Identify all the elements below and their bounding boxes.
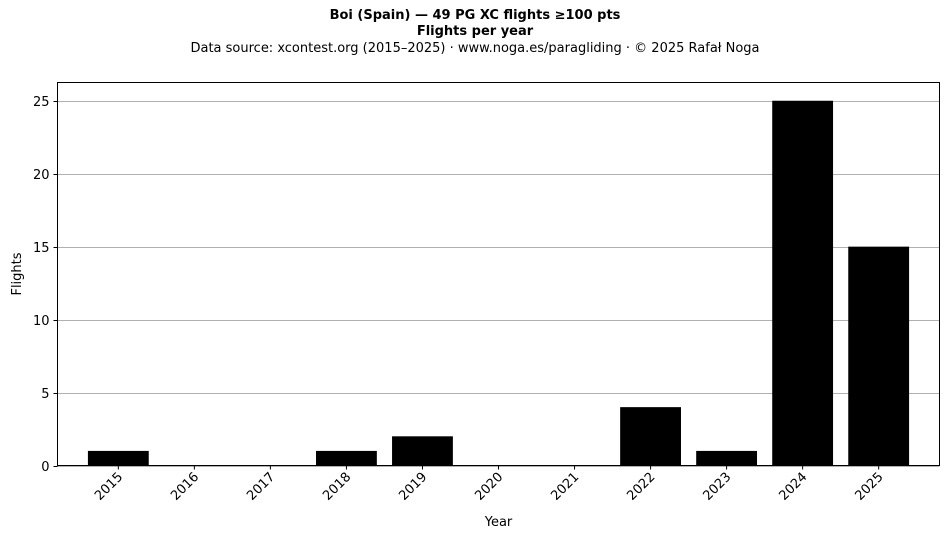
y-tick-label: 15 [33,241,50,256]
bar-2022 [620,407,681,466]
x-tick-label: 2018 [320,470,354,504]
y-axis-title: Flights [10,252,25,295]
y-tick-label: 0 [41,460,49,475]
bars [87,100,910,466]
x-tick-label: 2025 [852,470,886,504]
x-tick-label: 2015 [92,470,126,504]
chart-title-block: Boi (Spain) — 49 PG XC flights ≥100 pts … [0,8,950,58]
bar-2023 [696,450,758,466]
y-axis: 0 5 10 15 20 25 [33,95,58,475]
bar-2018 [316,450,377,466]
chart-source-note: Data source: xcontest.org (2015–2025) · … [190,41,760,56]
x-axis: 2015 2016 2017 2018 2019 2020 2021 2022 2023 2024… [92,465,887,504]
chart-title: Boi (Spain) — 49 PG XC flights ≥100 pts [329,8,621,23]
bar-2019 [392,436,453,466]
y-tick-label: 10 [33,314,50,329]
x-tick-label: 2016 [168,470,202,504]
y-tick-label: 20 [33,168,50,183]
x-tick-label: 2023 [700,470,734,504]
x-tick-label: 2021 [548,470,582,504]
x-axis-title: Year [484,515,513,530]
x-tick-label: 2019 [396,470,430,504]
x-tick-label: 2022 [624,470,658,504]
x-tick-label: 2020 [472,470,506,504]
bar-2025 [848,246,910,466]
x-tick-label: 2017 [244,470,278,504]
y-tick-label: 25 [33,95,50,110]
y-tick-label: 5 [41,387,49,402]
chart-subtitle: Flights per year [416,24,534,39]
bar-2015 [87,450,149,466]
x-tick-label: 2024 [776,470,810,504]
bar-2024 [772,100,834,466]
